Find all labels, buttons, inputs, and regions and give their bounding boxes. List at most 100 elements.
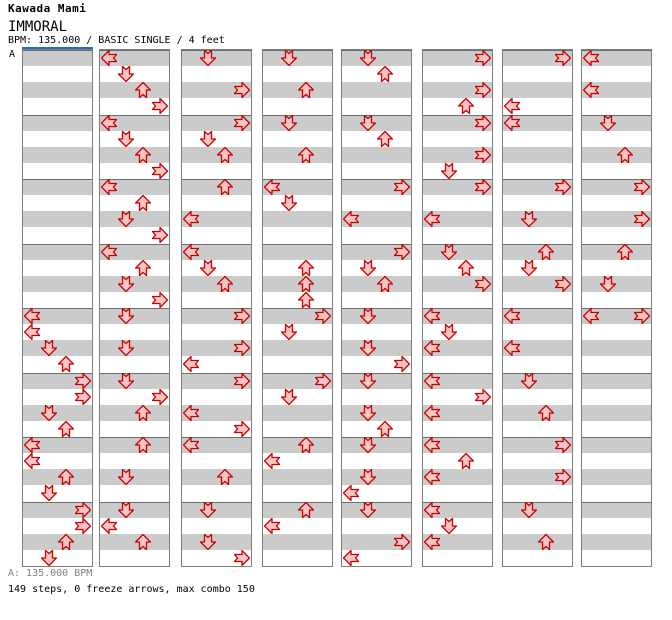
arrow-left-icon [263, 453, 280, 470]
arrow-right-icon [475, 50, 492, 67]
beat-band [23, 356, 92, 373]
arrow-right-icon [75, 501, 92, 518]
beat-band [423, 549, 492, 566]
beat-band [582, 420, 651, 437]
arrow-up-icon [58, 356, 75, 373]
beat-band [263, 130, 332, 147]
beat-band [503, 356, 572, 373]
arrow-right-icon [394, 243, 411, 260]
beat-band [503, 291, 572, 308]
arrow-left-icon [342, 549, 359, 566]
beat-band [23, 114, 92, 131]
arrow-up-icon [538, 533, 555, 550]
arrow-up-icon [217, 146, 234, 163]
beat-band [100, 437, 169, 454]
beat-band [23, 308, 92, 325]
arrow-right-icon [75, 388, 92, 405]
arrow-left-icon [423, 501, 440, 518]
beat-band [503, 324, 572, 341]
arrow-left-icon [182, 437, 199, 454]
arrow-left-icon [423, 469, 440, 486]
arrow-left-icon [182, 243, 199, 260]
arrow-up-icon [58, 533, 75, 550]
arrow-up-icon [135, 82, 152, 99]
arrow-right-icon [555, 50, 572, 67]
arrow-down-icon [440, 162, 457, 179]
beat-band [582, 469, 651, 486]
beat-band [263, 82, 332, 99]
arrow-left-icon [423, 437, 440, 454]
beat-band [263, 211, 332, 228]
beat-band [423, 485, 492, 502]
arrow-right-icon [315, 372, 332, 389]
beat-band [423, 469, 492, 486]
beat-band [263, 50, 332, 67]
beat-band [100, 372, 169, 389]
beat-band [423, 308, 492, 325]
arrow-down-icon [359, 259, 376, 276]
arrow-down-icon [280, 50, 297, 67]
beat-band [342, 404, 411, 421]
arrow-down-icon [359, 437, 376, 454]
beat-band [263, 227, 332, 244]
footer-stats-line: 149 steps, 0 freeze arrows, max combo 15… [8, 584, 255, 595]
arrow-down-icon [117, 372, 134, 389]
arrow-down-icon [40, 549, 57, 566]
beat-band [263, 437, 332, 454]
chart-column [422, 49, 493, 567]
arrow-left-icon [263, 179, 280, 196]
beat-band [503, 388, 572, 405]
beat-band [100, 517, 169, 534]
beat-band [423, 211, 492, 228]
beat-band [423, 372, 492, 389]
beat-band [582, 162, 651, 179]
bpm-difficulty-line: BPM: 135.000 / BASIC SINGLE / 4 feet [8, 35, 225, 46]
arrow-down-icon [359, 372, 376, 389]
beat-band [582, 146, 651, 163]
beat-band [23, 420, 92, 437]
beat-band [342, 549, 411, 566]
arrow-right-icon [475, 82, 492, 99]
beat-band [263, 324, 332, 341]
beat-band [100, 501, 169, 518]
arrow-down-icon [599, 114, 616, 131]
beat-band [342, 195, 411, 212]
arrow-right-icon [475, 388, 492, 405]
beat-band [23, 437, 92, 454]
arrow-up-icon [377, 420, 394, 437]
beat-band [263, 66, 332, 83]
beat-band [503, 517, 572, 534]
arrow-left-icon [23, 437, 40, 454]
beat-band [182, 211, 251, 228]
beat-band [182, 517, 251, 534]
arrow-left-icon [100, 114, 117, 131]
beat-band [23, 340, 92, 357]
beat-band [100, 211, 169, 228]
beat-band [582, 485, 651, 502]
beat-band [582, 324, 651, 341]
beat-band [263, 275, 332, 292]
beat-band [23, 291, 92, 308]
beat-band [423, 404, 492, 421]
beat-band [342, 340, 411, 357]
beat-band [182, 243, 251, 260]
beat-band [23, 533, 92, 550]
arrow-right-icon [634, 179, 651, 196]
bpm-section-line [22, 47, 93, 49]
arrow-left-icon [582, 82, 599, 99]
arrow-left-icon [23, 308, 40, 325]
arrow-down-icon [199, 259, 216, 276]
beat-band [23, 195, 92, 212]
beat-band [342, 82, 411, 99]
beat-band [423, 437, 492, 454]
beat-band [423, 420, 492, 437]
beat-band [23, 324, 92, 341]
beat-band [100, 259, 169, 276]
arrow-up-icon [135, 404, 152, 421]
beat-band [182, 291, 251, 308]
beat-band [342, 372, 411, 389]
arrow-left-icon [182, 211, 199, 228]
beat-band [342, 211, 411, 228]
beat-band [342, 275, 411, 292]
beat-band [23, 243, 92, 260]
